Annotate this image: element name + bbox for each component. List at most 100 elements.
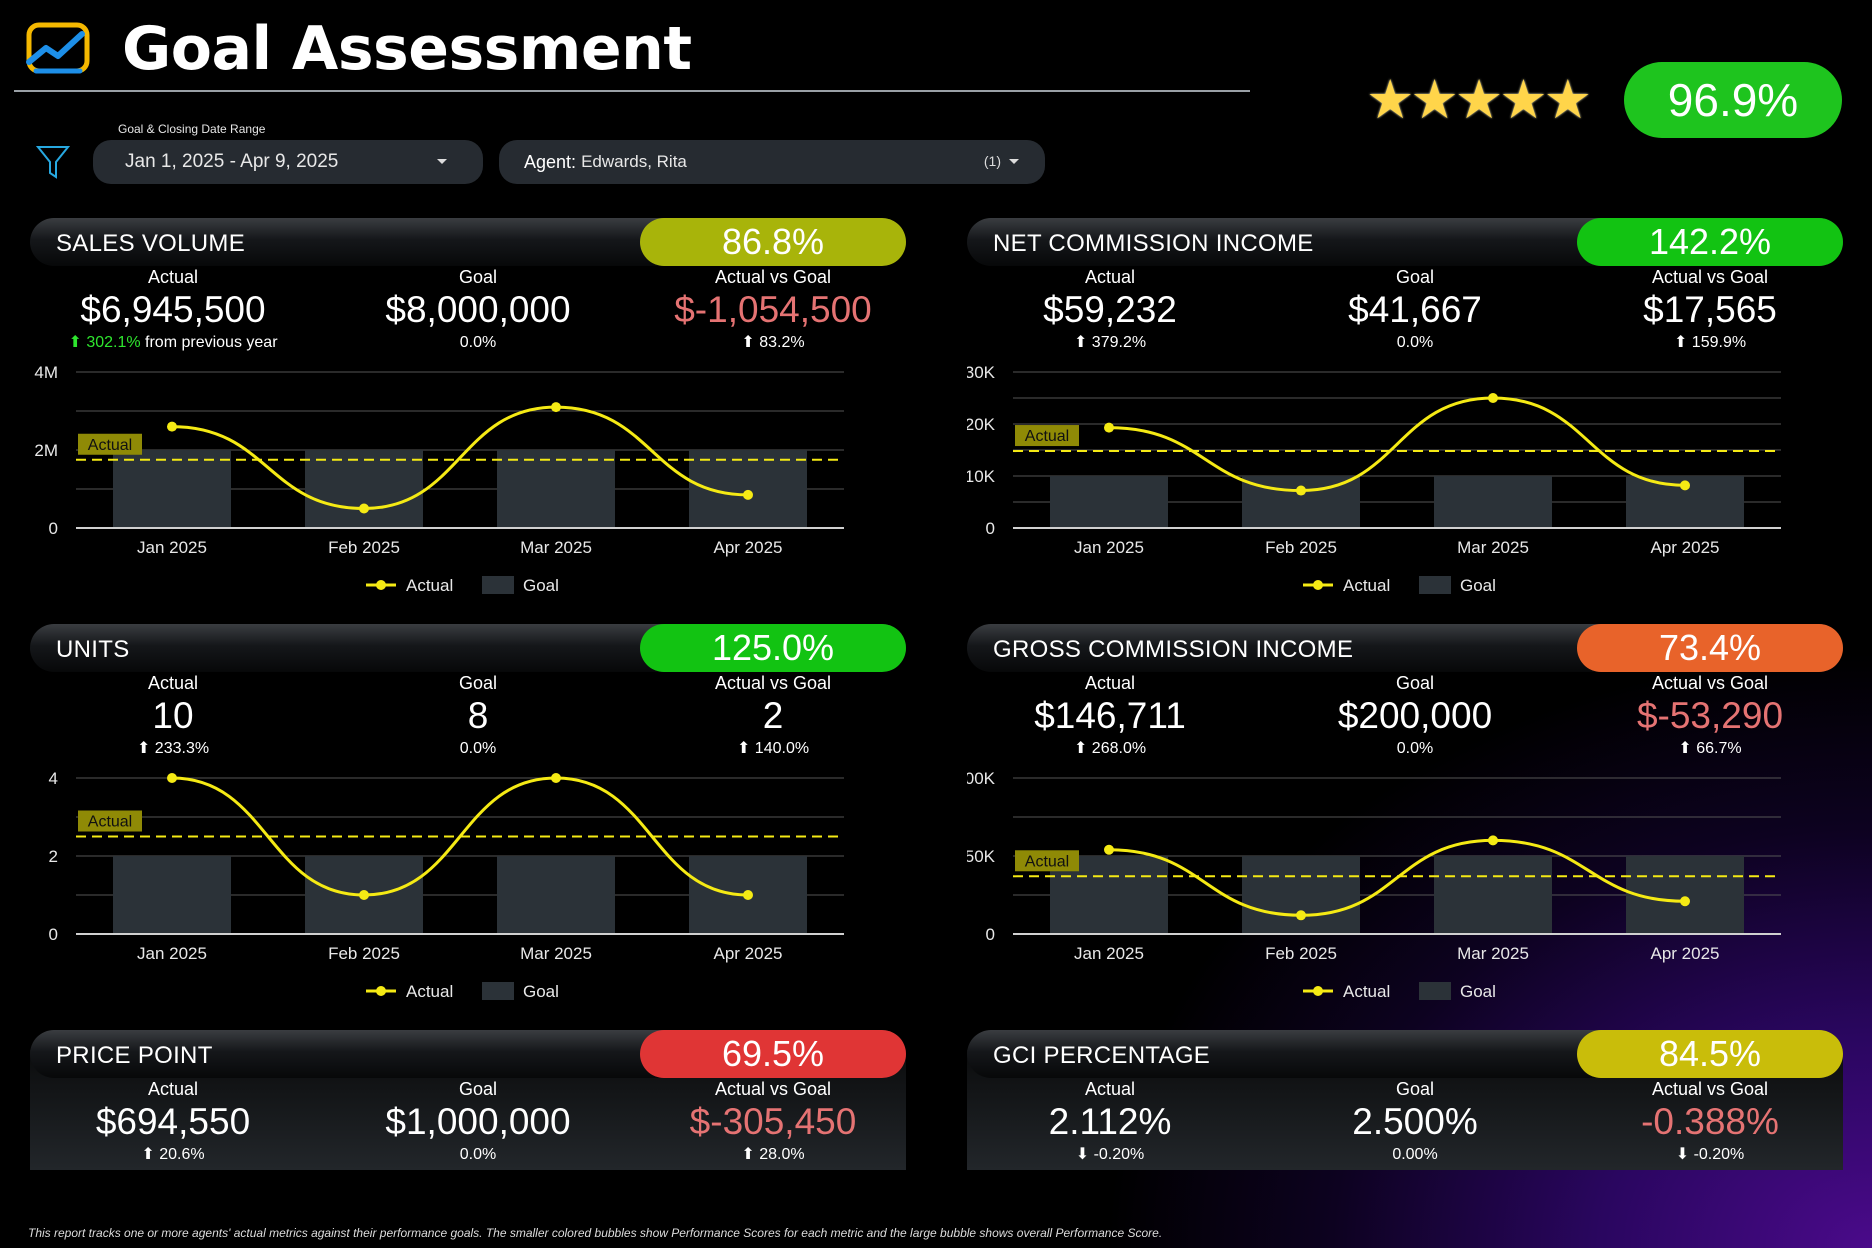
metric-label: Actual vs Goal <box>714 673 832 693</box>
metric-label: Actual vs Goal <box>1651 673 1769 693</box>
metric-label: Actual <box>147 1079 199 1099</box>
metric-value: -0.388% <box>1641 1101 1779 1142</box>
metric-value: $41,667 <box>1348 289 1482 330</box>
metric-value: 2.112% <box>1048 1101 1172 1142</box>
metric-actual: Actual $694,550 ⬆ 20.6% <box>23 1078 323 1166</box>
delta-value: 379.2% <box>1091 334 1147 351</box>
panel-gross-commission-income: GROSS COMMISSION INCOME 73.4% Actual $14… <box>967 624 1847 1024</box>
actual-point <box>1296 910 1306 921</box>
metric-value: $1,000,000 <box>385 1101 571 1142</box>
metric-delta: ⬆ 159.9% <box>1560 332 1860 354</box>
metric-value: $-1,054,500 <box>674 289 872 330</box>
legend-goal-swatch <box>1419 982 1451 1000</box>
y-tick-label: 0 <box>49 519 58 538</box>
actual-point <box>1488 393 1498 403</box>
trend-chart-icon <box>26 22 90 74</box>
delta-suffix: from previous year <box>145 334 278 351</box>
x-tick-label: Jan 2025 <box>1074 538 1144 557</box>
date-range-value: Jan 1, 2025 - Apr 9, 2025 <box>125 151 339 172</box>
metric-label: Goal <box>1395 673 1435 693</box>
delta-value: 233.3% <box>154 740 210 757</box>
legend-actual-label: Actual <box>1343 576 1390 595</box>
delta-value: 83.2% <box>759 334 805 351</box>
metric-label: Goal <box>1395 267 1435 287</box>
delta-value: 140.0% <box>754 740 810 757</box>
metric-goal: Goal $1,000,000 0.0% <box>328 1078 628 1166</box>
panel-title: PRICE POINT <box>56 1042 213 1069</box>
panel-title: UNITS <box>56 636 130 663</box>
x-tick-label: Mar 2025 <box>520 944 592 963</box>
legend-actual-label: Actual <box>406 982 453 1001</box>
panel-title: GCI PERCENTAGE <box>993 1042 1211 1069</box>
agent-select[interactable]: Agent: Edwards, Rita (1) <box>499 140 1045 184</box>
score-badge: 69.5% <box>640 1030 906 1078</box>
panel-units: UNITS 125.0% Actual 10 ⬆ 233.3% Goal 8 0… <box>30 624 910 1024</box>
title-divider <box>14 90 1250 92</box>
agent-key: Agent <box>524 151 572 172</box>
filter-icon[interactable] <box>36 144 70 180</box>
panel-gci-percentage: GCI PERCENTAGE 84.5% Actual 2.112% ⬇ -0.… <box>967 1030 1847 1170</box>
arrow-up-icon: ⬆ <box>136 740 151 757</box>
metric-label: Actual <box>1084 673 1136 693</box>
metric-value: 10 <box>152 695 194 736</box>
x-tick-label: Jan 2025 <box>137 944 207 963</box>
x-tick-label: Jan 2025 <box>137 538 207 557</box>
goal-bar <box>1434 476 1552 528</box>
average-label-bg <box>78 810 142 832</box>
delta-value: -0.20% <box>1093 1146 1145 1163</box>
average-label-bg <box>1015 425 1079 447</box>
x-tick-label: Mar 2025 <box>1457 538 1529 557</box>
legend-actual-marker <box>376 986 386 996</box>
metric-value: 8 <box>467 695 489 736</box>
metric-value: $-305,450 <box>689 1101 857 1142</box>
metric-value: $694,550 <box>95 1101 251 1142</box>
agent-value: Edwards, Rita <box>581 152 687 171</box>
goal-bar <box>1050 476 1168 528</box>
x-tick-label: Apr 2025 <box>714 944 783 963</box>
y-tick-label: 0 <box>49 925 58 944</box>
x-tick-label: Apr 2025 <box>1651 944 1720 963</box>
score-badge: 73.4% <box>1577 624 1843 672</box>
average-label: Actual <box>1025 853 1069 870</box>
x-tick-label: Jan 2025 <box>1074 944 1144 963</box>
actual-point <box>1488 835 1498 846</box>
metric-value: $-53,290 <box>1636 695 1784 736</box>
arrow-up-icon: ⬆ <box>1073 334 1088 351</box>
x-tick-label: Feb 2025 <box>328 944 400 963</box>
legend-actual-marker <box>376 580 386 590</box>
delta-value: -0.20% <box>1693 1146 1745 1163</box>
panel-header: SALES VOLUME 86.8% <box>30 218 906 266</box>
metric-value: $200,000 <box>1337 695 1493 736</box>
legend-goal-swatch <box>1419 576 1451 594</box>
metric-goal: Goal 2.500% 0.00% <box>1265 1078 1565 1166</box>
metric-delta: ⬇ -0.20% <box>1560 1144 1860 1166</box>
metric-goal: Goal $8,000,000 0.0% <box>328 266 628 354</box>
x-tick-label: Mar 2025 <box>1457 944 1529 963</box>
metric-delta: 0.00% <box>1392 1146 1438 1163</box>
metric-delta: ⬆ 66.7% <box>1560 738 1860 760</box>
y-tick-label: 100K <box>967 772 996 788</box>
metric-delta: 0.0% <box>459 740 497 757</box>
average-label: Actual <box>88 437 132 454</box>
actual-point <box>167 773 177 783</box>
y-tick-label: 10K <box>967 467 996 486</box>
metric-value: 2 <box>762 695 784 736</box>
actual-point <box>1680 896 1690 907</box>
arrow-up-icon: ⬆ <box>68 334 82 351</box>
actual-point <box>551 773 561 783</box>
panel-header: PRICE POINT 69.5% <box>30 1030 906 1078</box>
metric-delta: ⬇ -0.20% <box>960 1144 1260 1166</box>
goal-bar <box>1626 856 1744 934</box>
units-chart: 0 2 4 Actual Jan 2025 Feb 2025 Mar 2025 Apr 202… <box>49 772 844 1001</box>
metric-label: Actual <box>147 267 199 287</box>
legend-goal-swatch <box>482 982 514 1000</box>
metric-delta: ⬆ 20.6% <box>23 1144 323 1166</box>
score-badge: 142.2% <box>1577 218 1843 266</box>
chevron-down-icon <box>437 159 447 164</box>
y-tick-label: 4M <box>34 366 58 382</box>
date-range-select[interactable]: Jan 1, 2025 - Apr 9, 2025 <box>93 140 483 184</box>
x-tick-label: Apr 2025 <box>1651 538 1720 557</box>
metric-delta: ⬆ 268.0% <box>960 738 1260 760</box>
metric-actual: Actual $59,232 ⬆ 379.2% <box>960 266 1260 354</box>
panel-title: GROSS COMMISSION INCOME <box>993 636 1354 663</box>
